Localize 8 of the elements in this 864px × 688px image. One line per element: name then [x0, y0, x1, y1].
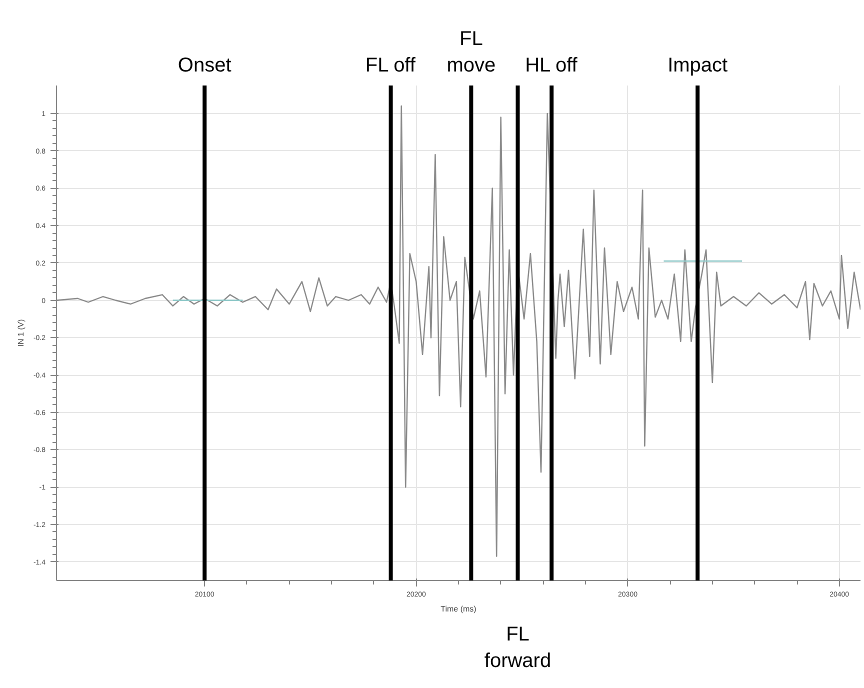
ref-line-label: FL off: [365, 54, 416, 76]
ref-line-label: FL forward: [484, 624, 552, 672]
ref-line-label: FL move: [446, 28, 496, 76]
ref-line-label: HL off: [525, 54, 578, 76]
ref-line-label: Onset: [178, 54, 232, 76]
x-axis-title: Time (ms): [440, 604, 477, 614]
ref-line-label: Impact: [668, 54, 728, 76]
y-axis-title: IN 1 (V): [16, 318, 26, 347]
